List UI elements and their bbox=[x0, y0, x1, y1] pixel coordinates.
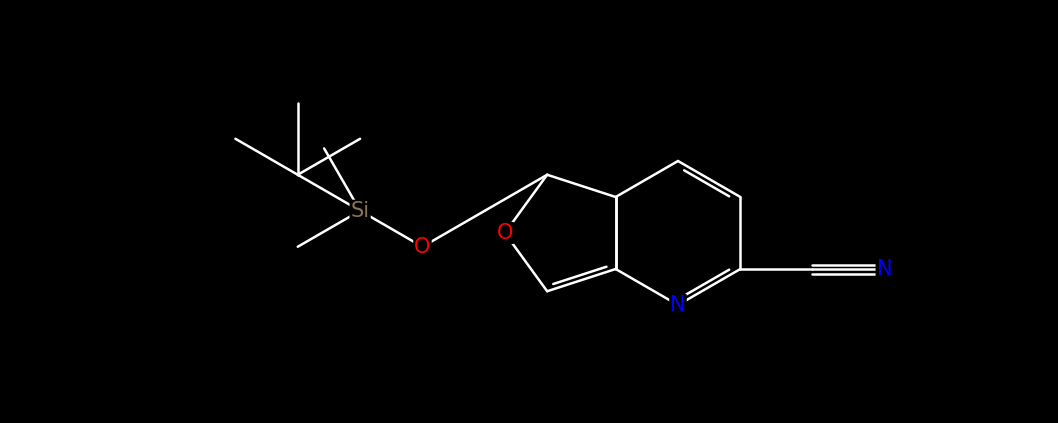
Text: O: O bbox=[496, 223, 513, 243]
Text: O: O bbox=[415, 237, 431, 257]
Text: Si: Si bbox=[350, 201, 369, 221]
Text: N: N bbox=[671, 295, 686, 315]
Text: N: N bbox=[877, 259, 892, 279]
